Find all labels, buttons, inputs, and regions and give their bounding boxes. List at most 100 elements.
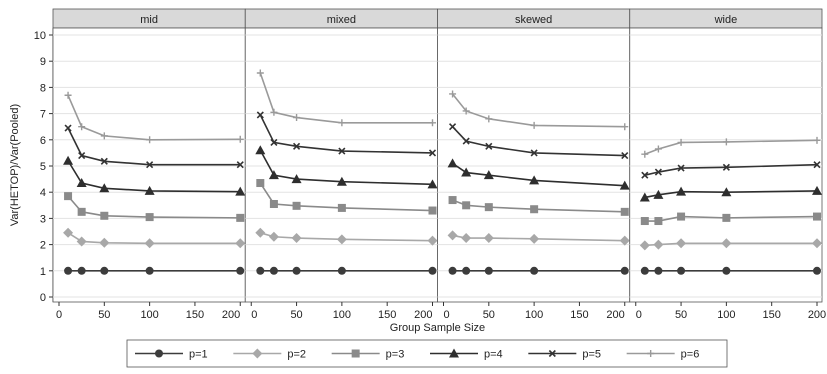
data-point-p=4 (255, 145, 266, 155)
data-point-p=4 (76, 178, 87, 188)
x-tick-label: 100 (525, 309, 543, 321)
x-tick-label: 200 (414, 309, 432, 321)
data-point-p=2 (427, 235, 438, 246)
data-point-p=1 (100, 266, 109, 275)
panel-mixed: mixed 0 50 100 150 200 (244, 8, 438, 321)
data-point-p=1 (236, 266, 245, 275)
y-axis-label: Var(HETOP)/Var(Pooled) (9, 104, 21, 226)
legend-marker-p=5 (548, 349, 556, 358)
facet-label: skewed (515, 14, 552, 26)
data-point-p=4 (812, 185, 822, 195)
data-point-p=1 (640, 266, 649, 275)
data-point-p=3 (640, 217, 649, 226)
data-point-p=4 (721, 187, 732, 197)
data-point-p=4 (619, 180, 630, 190)
data-point-p=4 (235, 186, 246, 196)
data-point-p=4 (447, 158, 458, 168)
data-point-p=6 (621, 123, 629, 131)
x-tick-label: 100 (717, 309, 735, 321)
data-point-p=6 (722, 138, 730, 146)
data-point-p=3 (236, 213, 245, 222)
data-point-p=3 (448, 196, 457, 205)
data-point-p=5 (813, 161, 821, 169)
data-point-p=3 (530, 205, 539, 214)
data-point-p=2 (812, 238, 822, 249)
y-axis: 0 1 2 3 4 5 6 7 8 9 10 Var(HETOP)/Var(Pooled) (9, 28, 54, 304)
data-point-p=5 (338, 147, 346, 155)
legend-label: p=1 (189, 349, 208, 361)
data-point-p=3 (462, 201, 471, 210)
legend-label: p=6 (681, 349, 700, 361)
data-point-p=6 (485, 115, 493, 123)
data-point-p=3 (77, 207, 86, 216)
legend-label: p=5 (582, 349, 601, 361)
legend-item-p=5: p=5 (528, 349, 601, 361)
data-point-p=6 (236, 135, 244, 143)
data-point-p=2 (235, 238, 246, 249)
data-point-p=6 (677, 138, 685, 146)
data-point-p=6 (641, 150, 649, 158)
data-point-p=2 (268, 231, 279, 242)
data-point-p=4 (653, 189, 664, 199)
x-tick-label: 150 (570, 309, 588, 321)
data-point-p=5 (448, 123, 457, 131)
data-point-p=6 (449, 90, 457, 98)
data-point-p=5 (236, 161, 244, 169)
data-point-p=2 (99, 237, 110, 248)
data-point-p=5 (485, 142, 493, 150)
x-tick-label: 150 (378, 309, 396, 321)
data-point-p=2 (639, 240, 650, 251)
data-point-p=2 (447, 230, 458, 241)
data-point-p=3 (677, 212, 686, 221)
y-tick-label: 10 (34, 30, 46, 42)
data-point-p=5 (292, 142, 301, 150)
data-point-p=5 (462, 137, 470, 145)
panel-frame (437, 27, 631, 303)
data-point-p=4 (483, 170, 494, 180)
data-point-p=5 (146, 161, 154, 169)
data-point-p=1 (256, 266, 265, 275)
data-point-p=5 (530, 149, 538, 157)
panel-skewed: skewed 0 50 100 150 200 (437, 8, 631, 321)
data-point-p=4 (291, 174, 302, 184)
data-point-p=1 (269, 266, 278, 275)
data-point-p=6 (293, 114, 301, 122)
legend-marker-p=2 (252, 348, 263, 359)
data-point-p=5 (654, 168, 662, 176)
data-point-p=3 (64, 192, 73, 201)
data-point-p=4 (529, 175, 540, 185)
data-point-p=3 (620, 207, 629, 216)
data-point-p=5 (256, 111, 264, 119)
data-point-p=2 (336, 234, 347, 245)
data-point-p=6 (270, 108, 278, 116)
x-tick-label: 50 (290, 309, 302, 321)
data-point-p=2 (529, 233, 540, 244)
x-tick-label: 0 (444, 309, 450, 321)
legend-item-p=6: p=6 (626, 349, 700, 361)
data-point-p=6 (64, 91, 72, 99)
x-tick-label: 50 (98, 309, 110, 321)
x-tick-label: 200 (222, 309, 240, 321)
data-point-p=6 (100, 132, 108, 140)
data-point-p=3 (145, 213, 154, 222)
data-point-p=1 (64, 266, 73, 275)
panel-frame (244, 27, 438, 303)
legend-marker-p=3 (351, 349, 360, 358)
data-point-p=3 (722, 213, 731, 222)
y-tick-label: 6 (40, 135, 46, 147)
legend-marker-p=1 (155, 349, 163, 358)
data-point-p=3 (292, 201, 301, 210)
facet-label: mid (140, 14, 158, 26)
data-point-p=2 (255, 227, 266, 238)
legend-item-p=3: p=3 (331, 349, 404, 361)
data-point-p=6 (256, 69, 264, 77)
data-point-p=2 (144, 238, 155, 249)
data-point-p=4 (268, 170, 279, 180)
legend-marker-p=6 (647, 350, 655, 357)
data-point-p=1 (462, 266, 471, 275)
data-point-p=3 (256, 179, 265, 188)
data-point-p=6 (146, 136, 154, 144)
data-point-p=4 (336, 176, 347, 186)
panel-wide: wide 0 50 100 150 200 (629, 8, 826, 321)
data-point-p=5 (78, 151, 86, 160)
